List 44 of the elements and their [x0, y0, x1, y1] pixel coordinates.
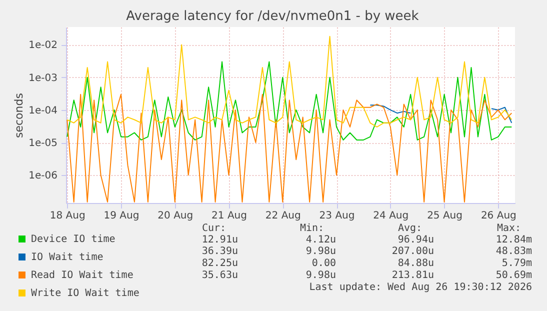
y-tick-label: 1e-03	[28, 72, 58, 84]
y-tick-label: 1e-02	[28, 40, 58, 52]
x-tick-label: 19 Aug	[104, 210, 140, 222]
text: 9.98u	[306, 246, 336, 257]
legend-label: IO Wait time	[31, 252, 104, 263]
x-tick-label: 25 Aug	[427, 210, 462, 222]
chart-title: Average latency for /dev/nvme0n1 - by week	[126, 9, 420, 24]
text: 12.91u	[202, 234, 238, 246]
text: 207.00u	[392, 246, 434, 257]
text: 0.00	[312, 258, 336, 269]
y-tick-label: 1e-06	[28, 170, 58, 182]
x-tick-label: 20 Aug	[158, 210, 194, 222]
text: 213.81u	[392, 270, 434, 281]
text: Last update: Wed Aug 26 19:30:12 2026	[309, 282, 532, 293]
legend-label: Read IO Wait time	[31, 270, 134, 281]
x-tick-label: 24 Aug	[373, 210, 409, 222]
line-series	[66, 61, 512, 140]
line-series	[66, 36, 512, 128]
text: 9.98u	[306, 270, 336, 281]
text: 36.39u	[202, 246, 238, 257]
y-tick-label: 1e-05	[28, 138, 58, 150]
text: Cur:	[202, 223, 226, 234]
x-tick-label: 22 Aug	[265, 210, 301, 222]
text: 96.94u	[398, 234, 434, 246]
x-tick-label: 21 Aug	[212, 210, 247, 222]
legend-label: Write IO Wait time	[31, 288, 140, 299]
y-tick-label: 1e-04	[28, 105, 58, 116]
text: 35.63u	[202, 270, 238, 281]
x-tick-label: 18 Aug	[50, 210, 86, 222]
text: 48.83m	[496, 246, 532, 257]
legend-label: Device IO time	[31, 234, 116, 245]
text: Max:	[497, 223, 522, 234]
line-series	[66, 94, 512, 203]
text: 84.88u	[398, 258, 434, 269]
text: Min:	[300, 223, 324, 234]
text: 12.84m	[496, 234, 532, 246]
text: 50.69m	[496, 270, 532, 281]
text: Avg:	[398, 223, 422, 234]
y-axis-title: seconds	[12, 92, 26, 138]
text: 4.12u	[306, 234, 336, 246]
text: 82.25u	[202, 258, 238, 269]
text: 5.79m	[502, 258, 532, 269]
x-tick-label: 26 Aug	[480, 210, 516, 222]
x-tick-label: 23 Aug	[319, 210, 355, 222]
